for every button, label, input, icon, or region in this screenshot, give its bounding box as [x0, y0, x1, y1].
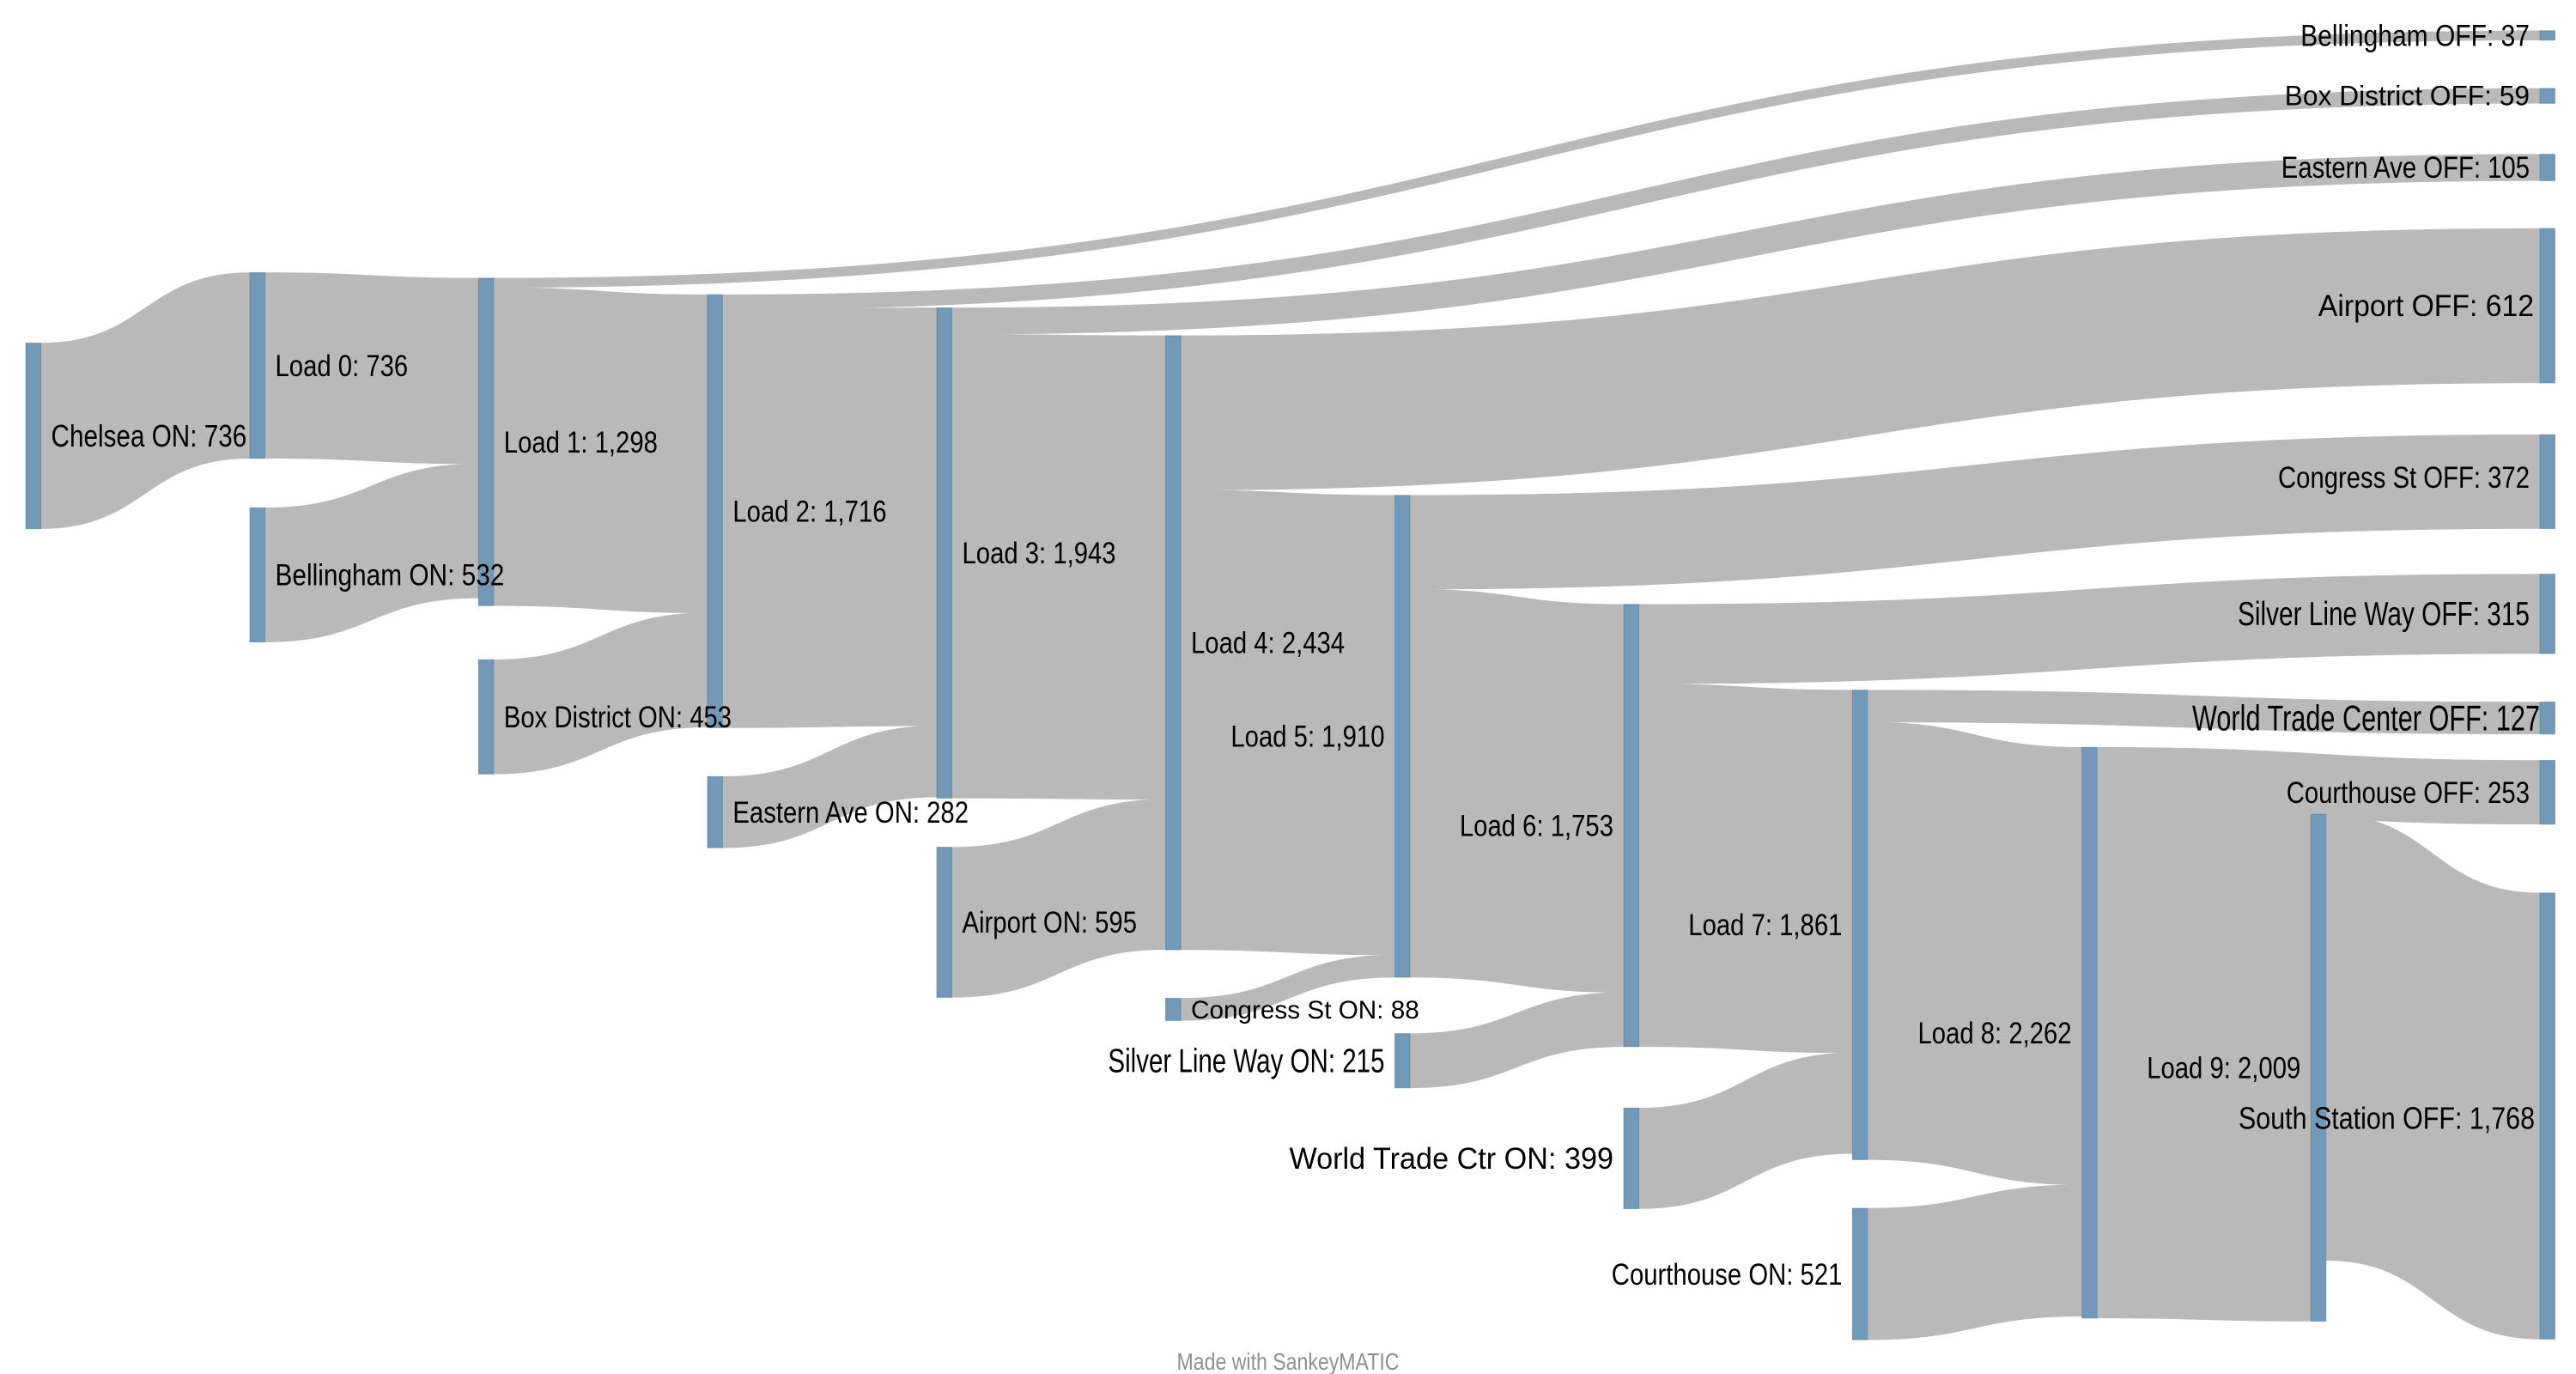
svg-text:Load 6: 1,753: Load 6: 1,753: [1460, 809, 1613, 843]
svg-text:Eastern Ave OFF: 105: Eastern Ave OFF: 105: [2281, 150, 2530, 185]
svg-text:Load 2: 1,716: Load 2: 1,716: [732, 495, 886, 529]
svg-text:Congress St ON: 88: Congress St ON: 88: [1191, 996, 1419, 1024]
svg-text:Load 3: 1,943: Load 3: 1,943: [963, 536, 1116, 570]
svg-text:Courthouse OFF: 253: Courthouse OFF: 253: [2287, 775, 2530, 810]
svg-text:Eastern Ave ON: 282: Eastern Ave ON: 282: [732, 795, 969, 830]
svg-text:Load 4: 2,434: Load 4: 2,434: [1191, 626, 1345, 660]
svg-text:Load 7: 1,861: Load 7: 1,861: [1688, 908, 1842, 942]
svg-text:Load 8: 2,262: Load 8: 2,262: [1918, 1016, 2072, 1050]
svg-text:Load 9: 2,009: Load 9: 2,009: [2147, 1051, 2300, 1085]
svg-text:Box District ON: 453: Box District ON: 453: [504, 700, 732, 734]
svg-text:World Trade Ctr ON: 399: World Trade Ctr ON: 399: [1290, 1141, 1614, 1176]
svg-text:Box District OFF: 59: Box District OFF: 59: [2285, 81, 2530, 112]
svg-text:Chelsea ON: 736: Chelsea ON: 736: [52, 418, 247, 453]
svg-text:Load 0: 736: Load 0: 736: [276, 349, 409, 383]
svg-text:Bellingham ON: 532: Bellingham ON: 532: [276, 558, 505, 593]
svg-text:Made with SankeyMATIC: Made with SankeyMATIC: [1177, 1348, 1400, 1374]
svg-text:Bellingham OFF: 37: Bellingham OFF: 37: [2300, 19, 2530, 53]
svg-text:World Trade Center OFF: 127: World Trade Center OFF: 127: [2192, 698, 2540, 739]
svg-text:Airport ON: 595: Airport ON: 595: [963, 905, 1138, 939]
svg-text:Silver Line Way ON: 215: Silver Line Way ON: 215: [1108, 1043, 1384, 1080]
svg-text:Airport OFF: 612: Airport OFF: 612: [2318, 289, 2534, 323]
svg-text:South Station OFF: 1,768: South Station OFF: 1,768: [2239, 1100, 2535, 1135]
svg-text:Courthouse ON: 521: Courthouse ON: 521: [1612, 1257, 1843, 1292]
svg-text:Congress St OFF: 372: Congress St OFF: 372: [2278, 460, 2530, 495]
svg-text:Load 1: 1,298: Load 1: 1,298: [504, 425, 658, 459]
svg-text:Silver Line Way OFF: 315: Silver Line Way OFF: 315: [2238, 596, 2530, 633]
svg-text:Load 5: 1,910: Load 5: 1,910: [1230, 720, 1384, 754]
